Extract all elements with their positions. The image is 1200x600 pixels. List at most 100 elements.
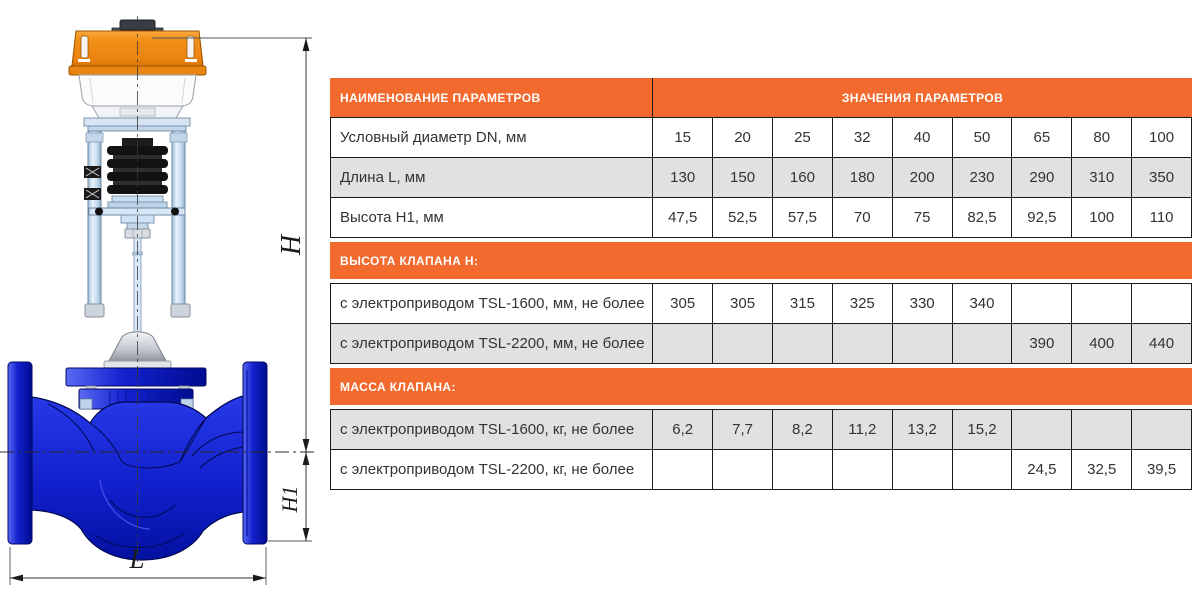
yoke-top-plate xyxy=(83,117,191,127)
value-cell xyxy=(951,324,1012,363)
value-cell xyxy=(712,450,772,489)
value-cell: 65 xyxy=(1011,118,1071,157)
value-cell: 11,2 xyxy=(831,410,892,449)
bonnet-bolt-left xyxy=(79,398,93,410)
yoke-crossbar xyxy=(88,207,186,216)
column-nut-right xyxy=(170,303,191,318)
bonnet-flange-plate xyxy=(65,367,207,387)
table-row: с электроприводом TSL-1600, мм, не более… xyxy=(330,283,1192,324)
value-cell: 70 xyxy=(831,198,892,237)
value-cell: 20 xyxy=(712,118,772,157)
valve-technical-drawing: H H1 L xyxy=(0,16,318,585)
param-label-cell: с электроприводом TSL-1600, кг, не более xyxy=(340,421,635,438)
value-cell xyxy=(1131,410,1191,449)
value-cell: 6,2 xyxy=(652,410,712,449)
actuator-vent-left xyxy=(78,59,90,62)
value-cell: 315 xyxy=(771,284,832,323)
value-cell: 400 xyxy=(1071,324,1131,363)
flange-right xyxy=(242,361,268,545)
crossbar-bolt-right xyxy=(171,207,179,216)
value-cell xyxy=(891,324,952,363)
value-cell xyxy=(1071,284,1131,323)
value-cell: 7,7 xyxy=(712,410,772,449)
column-sleeve-right xyxy=(169,132,188,143)
table-row: Высота H1, мм 47,5 52,5 57,5 70 75 82,5 92,5 100… xyxy=(330,198,1192,238)
value-cell: 130 xyxy=(652,158,712,197)
flange-left xyxy=(7,361,33,545)
yoke-column-left xyxy=(87,130,102,316)
value-cell: 57,5 xyxy=(771,198,832,237)
value-cell: 24,5 xyxy=(1011,450,1071,489)
value-cell xyxy=(891,450,952,489)
stem-nut-facets xyxy=(132,229,143,238)
param-label-cell: с электроприводом TSL-2200, мм, не более xyxy=(340,335,645,352)
param-label-cell: с электроприводом TSL-1600, мм, не более xyxy=(340,295,645,312)
value-cell: 310 xyxy=(1071,158,1131,197)
value-cell: 75 xyxy=(891,198,952,237)
value-cell: 15,2 xyxy=(951,410,1012,449)
value-cell xyxy=(1011,284,1071,323)
column-nut-left xyxy=(84,303,105,318)
dimension-arrows xyxy=(10,38,310,582)
value-cell xyxy=(831,450,892,489)
value-cell: 305 xyxy=(712,284,772,323)
value-cell: 230 xyxy=(951,158,1012,197)
param-label-cell: с электроприводом TSL-2200, кг, не более xyxy=(340,461,635,478)
column-clamp-upper xyxy=(84,166,101,178)
value-cell: 25 xyxy=(771,118,832,157)
value-cell xyxy=(652,450,712,489)
body-contours xyxy=(47,403,244,548)
table-row: Условный диаметр DN, мм 15 20 25 32 40 50 65 80 1… xyxy=(330,118,1192,158)
table-header-row: НАИМЕНОВАНИЕ ПАРАМЕТРОВ ЗНАЧЕНИЯ ПАРАМЕТ… xyxy=(330,78,1192,118)
table-row: с электроприводом TSL-1600, кг, не более… xyxy=(330,409,1192,450)
crossbar-bolt-left xyxy=(95,207,103,216)
actuator-slot-right xyxy=(186,35,195,59)
dim-label-l: L xyxy=(128,544,144,574)
value-cell: 13,2 xyxy=(891,410,952,449)
value-cell: 39,5 xyxy=(1131,450,1191,489)
section-header-row: МАССА КЛАПАНА: xyxy=(330,368,1192,405)
column-sleeve-left xyxy=(85,132,104,143)
value-cell: 47,5 xyxy=(652,198,712,237)
param-label-cell: Высота H1, мм xyxy=(340,209,444,226)
dim-label-h1: H1 xyxy=(277,486,302,514)
value-cell xyxy=(831,324,892,363)
table-row: с электроприводом TSL-2200, мм, не более… xyxy=(330,324,1192,364)
value-cell: 8,2 xyxy=(771,410,832,449)
value-cell: 325 xyxy=(831,284,892,323)
table-row: Длина L, мм 130 150 160 180 200 230 290 310 350 xyxy=(330,158,1192,198)
value-cell: 150 xyxy=(712,158,772,197)
body-highlight xyxy=(99,479,151,530)
value-cell: 100 xyxy=(1071,198,1131,237)
value-cell xyxy=(771,324,832,363)
bellows-fold xyxy=(107,185,168,194)
param-label-cell: Длина L, мм xyxy=(340,169,426,186)
value-cell: 32,5 xyxy=(1071,450,1131,489)
value-cell xyxy=(652,324,712,363)
yoke xyxy=(83,117,191,333)
value-cell: 350 xyxy=(1131,158,1191,197)
bellows-neck xyxy=(113,181,162,185)
actuator-vent-right xyxy=(185,59,197,62)
value-cell: 160 xyxy=(771,158,832,197)
param-label-cell: Условный диаметр DN, мм xyxy=(340,129,527,146)
value-cell: 50 xyxy=(951,118,1012,157)
housing-contours xyxy=(89,77,186,104)
value-cell: 330 xyxy=(891,284,952,323)
bonnet-ribs xyxy=(109,391,166,407)
dimension-lines xyxy=(10,38,307,579)
table-body: Условный диаметр DN, мм 15 20 25 32 40 50 65 80 1… xyxy=(330,118,1192,490)
yoke-column-right xyxy=(171,130,186,316)
spec-table: НАИМЕНОВАНИЕ ПАРАМЕТРОВ ЗНАЧЕНИЯ ПАРАМЕТ… xyxy=(330,78,1192,490)
header-parameter-names: НАИМЕНОВАНИЕ ПАРАМЕТРОВ xyxy=(340,90,541,105)
bellows-neck xyxy=(113,155,162,159)
value-cell xyxy=(951,450,1012,489)
yoke-top-plate2 xyxy=(87,125,187,132)
value-cell xyxy=(1071,410,1131,449)
bellows-fold xyxy=(107,159,168,168)
extension-lines xyxy=(9,37,312,585)
value-cell: 52,5 xyxy=(712,198,772,237)
column-clamp-lower xyxy=(84,188,101,200)
value-cell: 340 xyxy=(951,284,1012,323)
value-cell: 290 xyxy=(1011,158,1071,197)
